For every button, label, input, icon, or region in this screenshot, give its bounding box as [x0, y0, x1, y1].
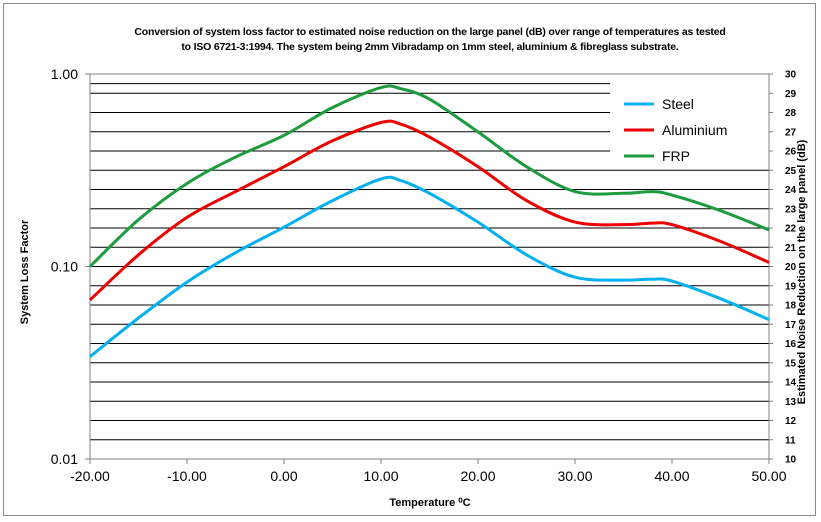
series-lines [88, 84, 770, 358]
y2-tick-label: 20 [785, 262, 797, 273]
y2-axis-ticks: 10 11 12 13 14 15 16 17 18 19 20 21 22 23 24 25 26 27 28 29… [769, 70, 797, 466]
y-tick-label: 0.10 [51, 259, 78, 275]
y2-tick-label: 12 [785, 416, 797, 427]
y2-tick-label: 18 [785, 301, 797, 312]
y2-tick-label: 10 [785, 455, 797, 466]
x-tick-label: 50.00 [751, 468, 786, 484]
legend-label-steel: Steel [662, 96, 694, 112]
y2-tick-label: 26 [785, 147, 797, 158]
series-line-aluminium [88, 119, 770, 302]
y2-tick-label: 19 [785, 281, 797, 292]
y2-tick-label: 30 [785, 70, 797, 81]
legend-label-frp: FRP [662, 148, 690, 164]
x-tick-label: -10.00 [167, 468, 207, 484]
y-axis-ticks: 0.01 0.10 1.00 [51, 66, 90, 467]
x-tick-label: -20.00 [70, 468, 110, 484]
x-tick-label: 40.00 [654, 468, 689, 484]
y2-tick-label: 23 [785, 204, 797, 215]
y2-tick-label: 16 [785, 339, 797, 350]
y-axis-label: System Loss Factor [19, 219, 31, 324]
legend-label-aluminium: Aluminium [662, 122, 727, 138]
y2-tick-label: 13 [785, 397, 797, 408]
y2-tick-label: 11 [785, 435, 796, 446]
x-tick-label: 10.00 [363, 468, 398, 484]
chart-title-line2: to ISO 6721-3:1994. The system being 2mm… [181, 41, 678, 53]
y2-tick-label: 14 [785, 378, 797, 389]
y-tick-label: 0.01 [51, 451, 78, 467]
y2-axis-label: Estimated Noise Reduction on the large p… [796, 139, 808, 404]
chart-frame [3, 3, 816, 516]
y2-tick-label: 15 [785, 358, 797, 369]
x-tick-label: 0.00 [270, 468, 297, 484]
y2-tick-label: 25 [785, 166, 797, 177]
y2-tick-label: 28 [785, 108, 797, 119]
y2-tick-label: 21 [785, 243, 797, 254]
x-axis-label: Temperature ⁰C [389, 497, 470, 509]
legend: Steel Aluminium FRP [624, 96, 727, 164]
series-line-steel [89, 175, 770, 358]
y2-tick-label: 29 [785, 89, 797, 100]
x-axis-ticks: -20.00 -10.00 0.00 10.00 20.00 30.00 40.00 50.0… [70, 459, 787, 484]
y2-tick-label: 17 [785, 320, 797, 331]
series-line-frp [88, 84, 770, 268]
chart-title-line1: Conversion of system loss factor to esti… [134, 26, 725, 38]
y2-tick-label: 22 [785, 224, 797, 235]
x-tick-label: 20.00 [460, 468, 495, 484]
y-tick-label: 1.00 [51, 66, 78, 82]
y2-tick-label: 24 [785, 185, 797, 196]
y2-tick-label: 27 [785, 127, 797, 138]
x-tick-label: 30.00 [557, 468, 592, 484]
